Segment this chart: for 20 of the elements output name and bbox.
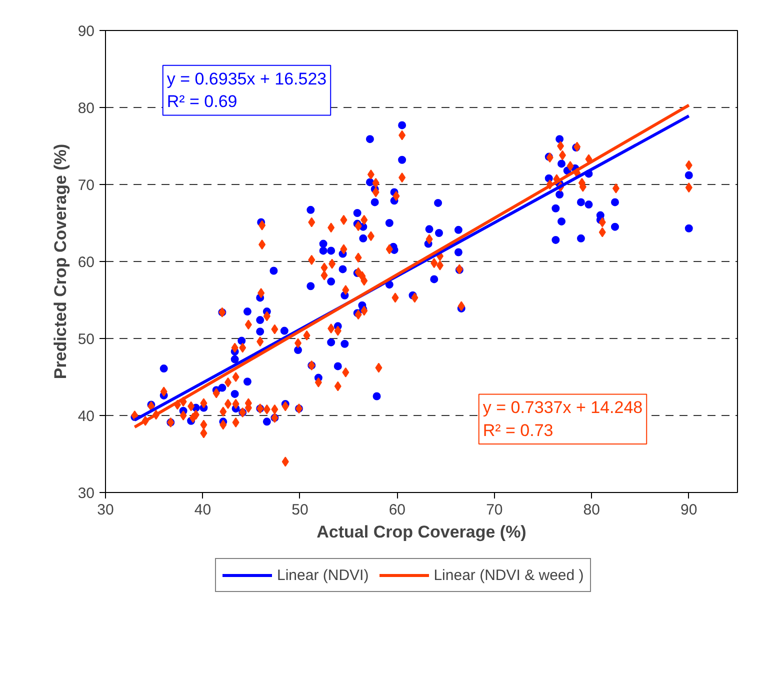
y-tick-label: 40	[78, 408, 95, 425]
y-tick-label: 80	[78, 100, 95, 117]
legend-label: Linear (NDVI)	[277, 566, 369, 584]
y-axis-title: Predicted Crop Coverage (%)	[50, 144, 70, 380]
annotation: y = 0.6935x + 16.523 R² = 0.69	[166, 69, 327, 112]
x-tick-label: 80	[583, 502, 600, 518]
x-tick-label: 50	[292, 502, 308, 518]
x-tick-label: 90	[680, 502, 698, 518]
y-tick-label: 70	[78, 177, 95, 194]
y-tick-label: 50	[78, 331, 95, 348]
annotation: y = 0.7337x + 14.248 R² = 0.73	[482, 398, 643, 440]
legend-label: Linear (NDVI & weed )	[434, 566, 584, 584]
x-tick-label: 30	[97, 502, 114, 518]
x-tick-label: 40	[194, 502, 212, 518]
x-tick-label: 70	[486, 502, 503, 518]
x-axis-title: Actual Crop Coverage (%)	[316, 522, 526, 542]
y-tick-label: 30	[78, 485, 95, 502]
x-tick-label: 60	[388, 502, 406, 518]
y-tick-label: 60	[78, 254, 95, 271]
y-tick-label: 90	[78, 23, 95, 40]
